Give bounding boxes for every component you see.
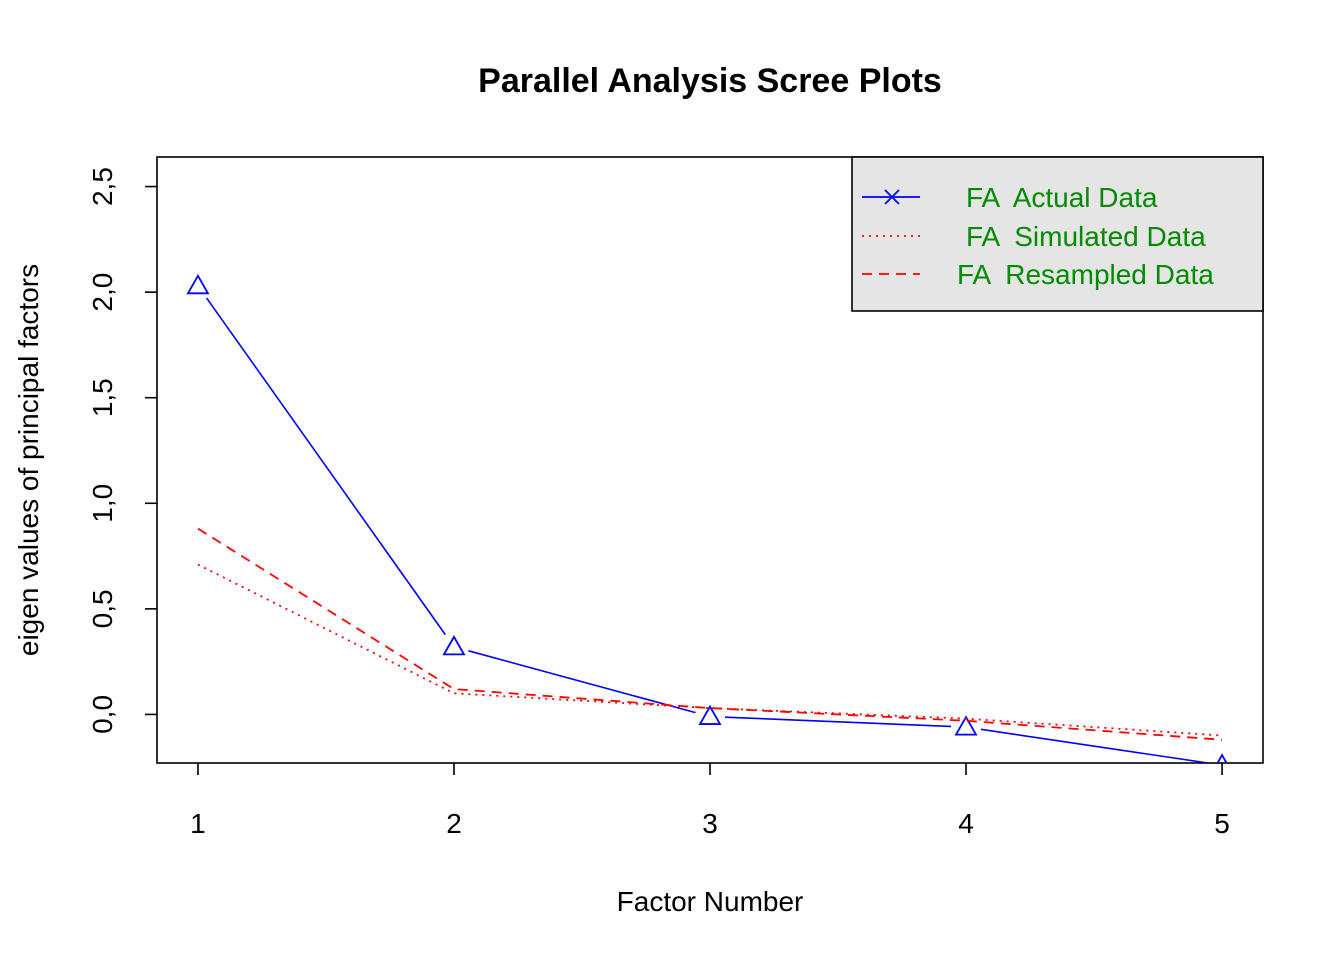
series-line-segment	[468, 650, 696, 714]
legend-label-2: FA Simulated Data	[966, 221, 1206, 252]
x-tick-label: 2	[446, 808, 462, 839]
legend-cross-marker-b	[884, 189, 900, 205]
series-line-segment	[205, 297, 446, 636]
x-tick-label: 5	[1214, 808, 1230, 839]
triangle-marker	[698, 704, 722, 725]
y-tick-label: 1,0	[87, 484, 118, 523]
y-tick-label: 0,5	[87, 589, 118, 628]
y-tick-label: 2,5	[87, 167, 118, 206]
y-tick-label: 1,5	[87, 378, 118, 417]
triangle-marker	[954, 715, 978, 736]
series-line-segment	[724, 716, 952, 728]
legend-label-3: FA Resampled Data	[957, 259, 1214, 290]
x-tick-label: 4	[958, 808, 974, 839]
legend: FA Actual Data FA Simulated Data FA Resamp…	[851, 156, 1264, 312]
triangle-marker	[186, 273, 210, 295]
chart-title: Parallel Analysis Scree Plots	[478, 62, 942, 100]
series-2	[197, 563, 1223, 737]
y-axis-label: eigen values of principal factors	[13, 264, 44, 656]
x-axis-label: Factor Number	[617, 886, 804, 917]
triangle-marker	[442, 635, 466, 656]
x-tick-label: 3	[702, 808, 718, 839]
y-tick-label: 2,0	[87, 273, 118, 312]
series-1	[186, 273, 1228, 763]
legend-label-1: FA Actual Data	[966, 182, 1158, 213]
plot-area: 1 2 3 4 5 0,0 0,5 1,0 1,5 2,0 2,5	[87, 156, 1264, 839]
series-layer	[186, 273, 1228, 763]
series-line	[197, 563, 1223, 737]
legend-box	[851, 156, 1264, 312]
y-tick-label: 0,0	[87, 695, 118, 734]
series-line-segment	[980, 728, 1208, 763]
x-tick-label: 1	[190, 808, 206, 839]
